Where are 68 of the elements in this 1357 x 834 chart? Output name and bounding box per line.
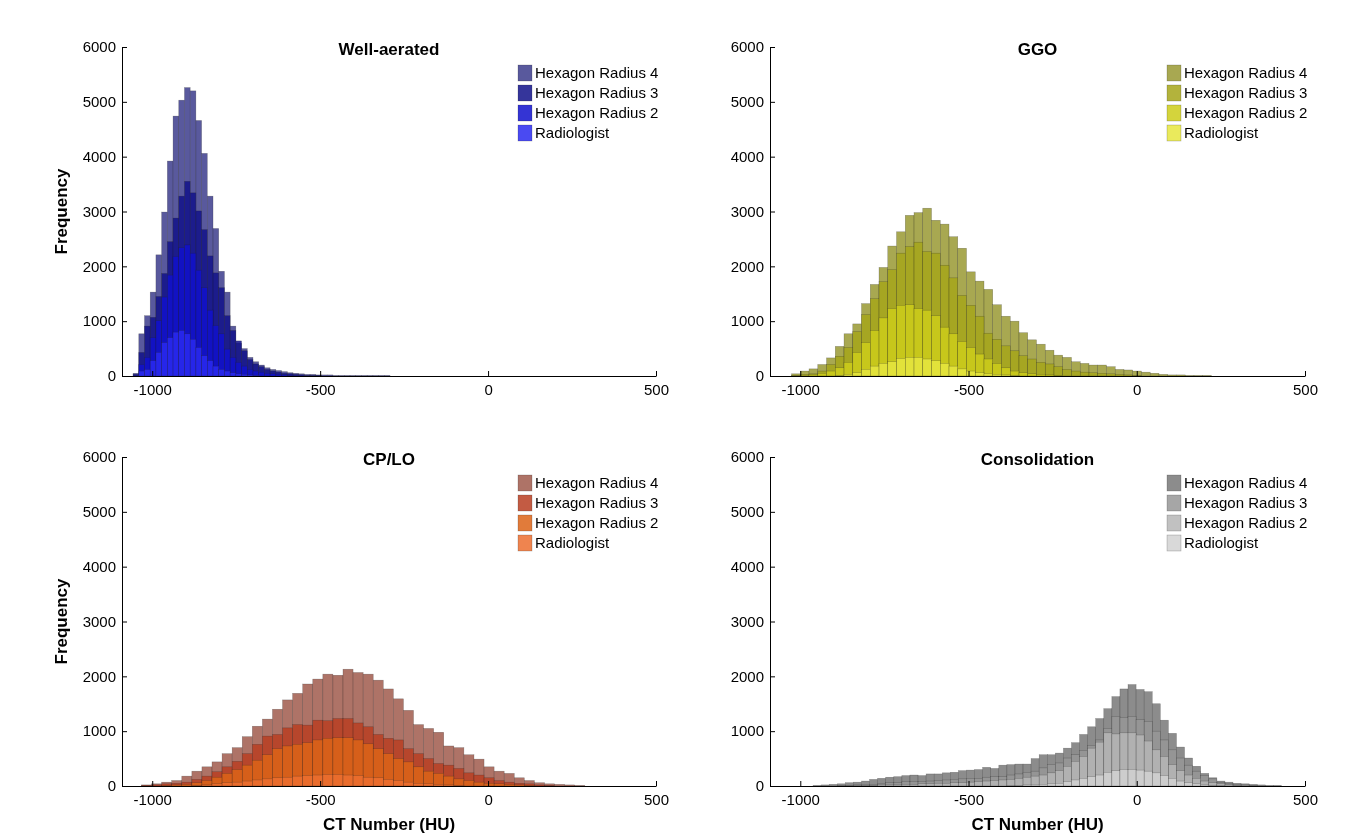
- chart-title: GGO: [1017, 40, 1058, 59]
- legend-label: Hexagon Radius 3: [535, 84, 659, 101]
- x-tick-label: 0: [484, 380, 493, 398]
- legend-label: Hexagon Radius 2: [1184, 104, 1308, 121]
- y-tick-label: 6000: [730, 38, 764, 56]
- x-tick-label: -1000: [133, 380, 172, 398]
- legend-label: Radiologist: [535, 534, 611, 551]
- y-tick-label: 6000: [82, 38, 116, 56]
- y-tick-label: 4000: [730, 147, 764, 165]
- chart-title: Well-aerated: [338, 40, 440, 59]
- x-tick-label: 500: [1292, 380, 1319, 398]
- legend-label: Hexagon Radius 2: [535, 514, 659, 531]
- x-tick-label: -500: [305, 790, 336, 808]
- chart-title: CP/LO: [363, 450, 415, 469]
- y-tick-label: 4000: [730, 557, 764, 575]
- y-tick-label: 3000: [82, 612, 116, 630]
- legend-label: Hexagon Radius 3: [1184, 494, 1308, 511]
- x-tick-label: 0: [484, 790, 493, 808]
- y-tick-label: 0: [107, 777, 116, 795]
- y-tick-label: 1000: [82, 722, 116, 740]
- y-tick-label: 2000: [730, 667, 764, 685]
- y-tick-label: 2000: [730, 257, 764, 275]
- y-tick-label: 1000: [730, 722, 764, 740]
- y-tick-label: 1000: [730, 312, 764, 330]
- x-tick-label: -500: [954, 380, 985, 398]
- x-tick-label: -1000: [133, 790, 172, 808]
- x-tick-label: 0: [1133, 380, 1142, 398]
- legend-label: Radiologist: [535, 124, 611, 141]
- x-axis-title: CT Number (HU): [322, 815, 456, 834]
- legend-label: Radiologist: [1184, 124, 1260, 141]
- y-tick-label: 1000: [82, 312, 116, 330]
- legend-label: Hexagon Radius 4: [535, 64, 659, 81]
- y-tick-label: 5000: [730, 93, 764, 111]
- y-tick-label: 4000: [82, 147, 116, 165]
- legend-label: Radiologist: [1184, 534, 1260, 551]
- y-tick-label: 3000: [730, 612, 764, 630]
- y-tick-label: 0: [107, 367, 116, 385]
- y-tick-label: 6000: [730, 448, 764, 466]
- y-axis-title: Frequency: [52, 167, 71, 255]
- y-tick-label: 5000: [730, 503, 764, 521]
- chart-title: Consolidation: [980, 450, 1095, 469]
- x-tick-label: 500: [643, 790, 670, 808]
- x-tick-label: 500: [1292, 790, 1319, 808]
- y-tick-label: 4000: [82, 557, 116, 575]
- legend-label: Hexagon Radius 2: [1184, 514, 1308, 531]
- x-tick-label: -500: [954, 790, 985, 808]
- legend-label: Hexagon Radius 3: [1184, 84, 1308, 101]
- y-tick-label: 3000: [730, 202, 764, 220]
- y-tick-label: 0: [755, 367, 764, 385]
- y-tick-label: 0: [755, 777, 764, 795]
- x-axis-title: CT Number (HU): [971, 815, 1104, 834]
- y-axis-title: Frequency: [52, 577, 71, 665]
- x-tick-label: -1000: [781, 380, 820, 398]
- legend-label: Hexagon Radius 4: [535, 474, 659, 491]
- x-tick-label: -500: [305, 380, 336, 398]
- x-tick-label: 500: [643, 380, 670, 398]
- y-tick-label: 2000: [82, 667, 116, 685]
- legend-label: Hexagon Radius 4: [1184, 474, 1308, 491]
- y-tick-label: 5000: [82, 93, 116, 111]
- y-tick-label: 2000: [82, 257, 116, 275]
- y-tick-label: 6000: [82, 448, 116, 466]
- legend-label: Hexagon Radius 4: [1184, 64, 1308, 81]
- legend-label: Hexagon Radius 2: [535, 104, 659, 121]
- y-tick-label: 3000: [82, 202, 116, 220]
- y-tick-label: 5000: [82, 503, 116, 521]
- legend-label: Hexagon Radius 3: [535, 494, 659, 511]
- x-tick-label: 0: [1133, 790, 1142, 808]
- x-tick-label: -1000: [781, 790, 820, 808]
